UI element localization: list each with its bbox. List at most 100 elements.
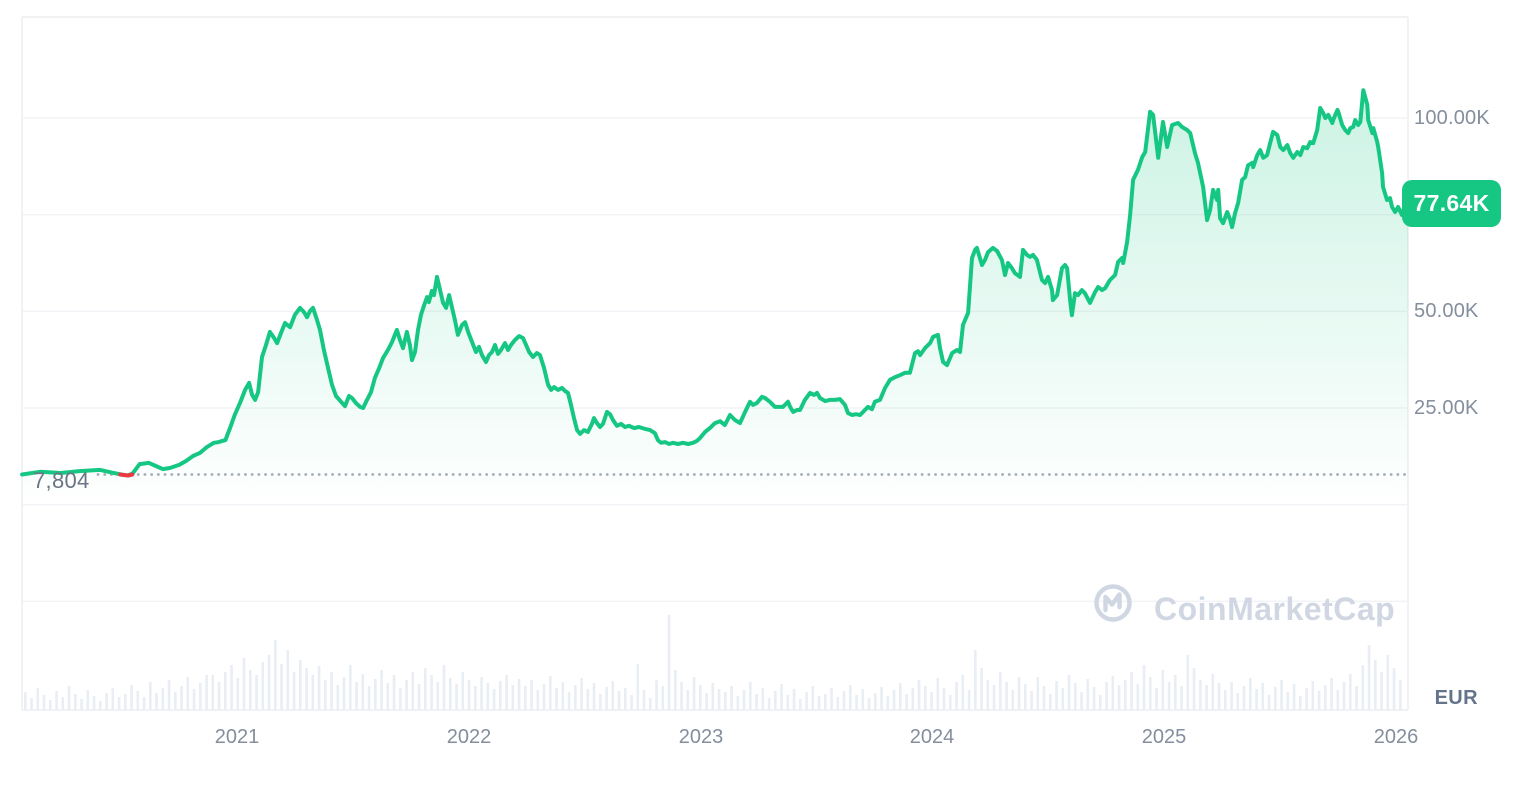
volume-bar xyxy=(986,680,990,710)
volume-bar xyxy=(855,695,858,710)
volume-bar xyxy=(911,688,915,710)
volume-bar xyxy=(1067,675,1071,710)
x-axis-label-2025: 2025 xyxy=(1141,726,1187,748)
volume-bar xyxy=(180,686,183,710)
volume-bar xyxy=(474,686,477,710)
volume-bar xyxy=(1155,688,1158,710)
volume-bar xyxy=(817,696,821,710)
volume-bar xyxy=(624,688,627,710)
volume-bar xyxy=(42,695,46,710)
volume-bar xyxy=(792,689,796,710)
volume-bar xyxy=(461,672,465,710)
volume-bar xyxy=(924,686,927,710)
volume-bar xyxy=(761,688,765,710)
volume-bar xyxy=(905,694,908,710)
volume-bar xyxy=(1011,690,1015,710)
volume-bar xyxy=(1249,678,1252,710)
volume-bar xyxy=(1280,680,1283,710)
volume-bar xyxy=(1174,675,1177,710)
volume-bar xyxy=(1049,694,1052,710)
volume-bar xyxy=(130,685,133,710)
volume-bar xyxy=(1099,695,1102,710)
volume-bar xyxy=(592,683,596,710)
volume-bar xyxy=(824,694,827,710)
volume-bar xyxy=(655,680,658,710)
volume-bar xyxy=(874,693,877,710)
volume-bar xyxy=(805,692,808,710)
y-axis-label-100k: 100.00K xyxy=(1414,107,1490,129)
price-line-below-baseline xyxy=(118,472,135,478)
volume-bar xyxy=(367,686,371,710)
x-axis-label-2021: 2021 xyxy=(214,726,260,748)
volume-bar xyxy=(755,694,758,710)
volume-bar xyxy=(811,686,815,710)
volume-bar xyxy=(736,696,740,710)
volume-bar xyxy=(67,686,71,710)
coinmarketcap-watermark-text: CoinMarketCap xyxy=(1154,591,1395,627)
volume-bar xyxy=(1074,683,1077,710)
volume-bar xyxy=(224,672,227,710)
volume-bar xyxy=(386,683,390,710)
volume-bar xyxy=(1186,655,1190,710)
volume-bar xyxy=(942,688,946,710)
volume-bar xyxy=(92,696,96,710)
volume-bar xyxy=(24,692,27,710)
volume-bar xyxy=(1136,684,1140,710)
volume-bar xyxy=(442,665,446,710)
volume-bar xyxy=(511,685,515,710)
volume-bar xyxy=(117,697,121,710)
volume-bar xyxy=(849,685,852,710)
volume-bar xyxy=(899,683,902,710)
volume-bar xyxy=(1086,679,1090,710)
volume-bar xyxy=(1149,677,1152,710)
volume-bar xyxy=(1017,677,1021,710)
volume-bar xyxy=(480,677,483,710)
coinmarketcap-logo-icon xyxy=(1094,584,1132,622)
volume-bar xyxy=(717,689,721,710)
volume-bar xyxy=(374,679,377,710)
volume-bar xyxy=(967,690,971,710)
volume-bar xyxy=(424,668,427,710)
volume-bar xyxy=(399,688,402,710)
volume-bar xyxy=(1224,690,1227,710)
volume-bar xyxy=(1317,691,1321,710)
volume-bar xyxy=(680,682,683,710)
volume-bar xyxy=(1399,680,1402,710)
volume-bar xyxy=(49,700,52,710)
volume-bar xyxy=(1374,660,1377,710)
volume-bar xyxy=(1024,684,1027,710)
volume-bar xyxy=(236,678,240,710)
volume-bar xyxy=(1367,645,1371,710)
volume-bar xyxy=(1217,683,1221,710)
volume-bar xyxy=(517,679,521,710)
volume-bar xyxy=(886,696,890,710)
volume-bar xyxy=(711,683,715,710)
volume-bar xyxy=(499,681,502,710)
volume-bar xyxy=(830,688,833,710)
x-axis-label-2026: 2026 xyxy=(1373,726,1419,748)
volume-bar xyxy=(699,685,702,710)
volume-bar xyxy=(105,693,108,710)
volume-bar xyxy=(1055,681,1058,710)
volume-bar xyxy=(1342,682,1346,710)
volume-bar xyxy=(880,687,883,710)
volume-bar xyxy=(974,650,977,710)
volume-bar xyxy=(405,680,408,710)
volume-bar xyxy=(305,668,308,710)
volume-bar xyxy=(142,697,146,710)
volume-bar xyxy=(1386,655,1390,710)
volume-bar xyxy=(567,692,571,710)
volume-bar xyxy=(836,697,840,710)
volume-bar xyxy=(642,690,646,710)
y-axis-label-50k: 50.00K xyxy=(1414,300,1479,322)
volume-bar xyxy=(1286,692,1290,710)
coinmarketcap-watermark: CoinMarketCap xyxy=(1094,584,1395,627)
volume-bar xyxy=(1036,677,1040,710)
volume-bar xyxy=(774,691,777,710)
volume-bar xyxy=(355,682,358,710)
volume-bar xyxy=(1274,687,1277,710)
volume-bar xyxy=(780,684,783,710)
volume-bar xyxy=(186,677,190,710)
volume-bar xyxy=(1124,680,1127,710)
